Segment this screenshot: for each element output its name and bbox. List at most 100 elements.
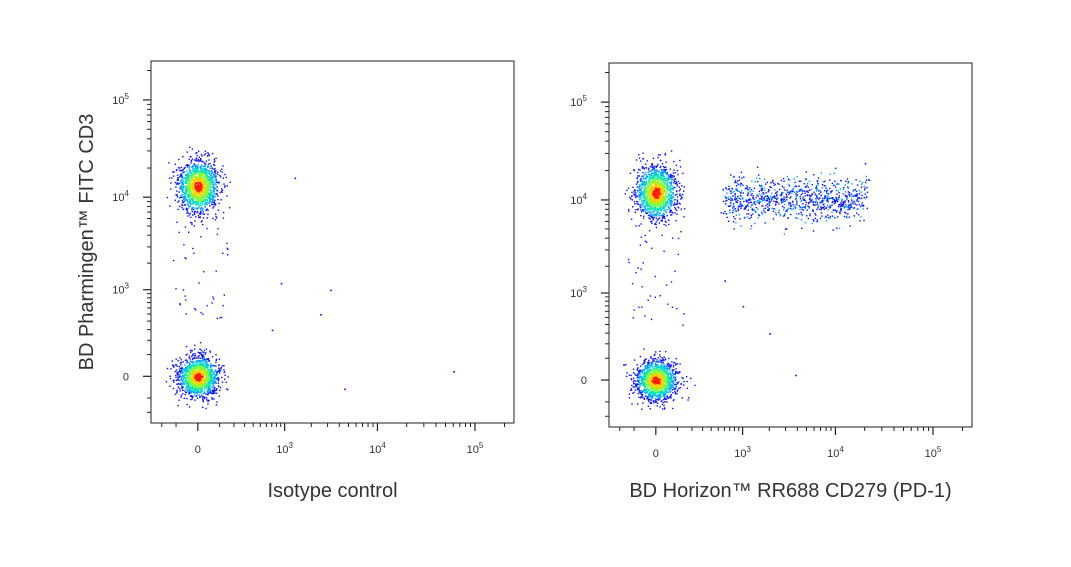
event-dot (207, 213, 209, 216)
event-dot (804, 192, 806, 194)
event-dot (184, 381, 186, 383)
event-dot (200, 182, 203, 185)
event-dot (834, 186, 837, 188)
event-dot (737, 205, 740, 207)
event-dot (654, 177, 657, 180)
event-dot (661, 181, 663, 183)
event-dot (205, 352, 207, 354)
event-dot (784, 200, 786, 202)
event-dot (174, 364, 177, 366)
event-dot (186, 175, 188, 177)
event-dot (643, 190, 645, 192)
event-dot (652, 203, 655, 205)
event-dot (656, 196, 658, 199)
event-dot (184, 192, 186, 194)
event-dot (660, 185, 662, 187)
event-dot (216, 373, 218, 376)
event-dot (208, 187, 210, 190)
event-dot (651, 194, 654, 197)
event-dot (763, 178, 766, 181)
event-dot (664, 194, 667, 196)
event-dot (659, 173, 661, 176)
event-dot (654, 202, 657, 204)
event-dot (185, 359, 188, 361)
event-dot (188, 357, 190, 359)
event-dot (801, 206, 804, 208)
event-dot (840, 202, 842, 204)
event-dot (208, 391, 210, 393)
event-dot (201, 220, 203, 222)
event-dot (212, 196, 215, 198)
event-dot (651, 181, 653, 183)
event-dot (665, 177, 667, 179)
event-dot (665, 210, 667, 213)
event-dot (644, 207, 646, 209)
event-dot (203, 349, 206, 352)
event-dot (743, 200, 745, 203)
event-dot (805, 204, 807, 206)
event-dot (831, 201, 833, 203)
event-dot (640, 198, 642, 200)
event-dot (631, 199, 633, 201)
event-dot (189, 170, 192, 172)
event-dot (639, 179, 642, 181)
event-dot (198, 205, 201, 207)
event-dot (643, 195, 646, 198)
event-dot (856, 212, 858, 214)
event-dot (739, 203, 742, 205)
event-dot (178, 369, 181, 371)
event-dot (191, 387, 194, 390)
event-dot (778, 183, 780, 185)
event-dot (863, 196, 865, 199)
event-dot (178, 167, 180, 169)
event-dot (674, 187, 676, 189)
event-dot (649, 192, 651, 194)
event-dot (213, 191, 215, 193)
event-dot (820, 194, 822, 197)
event-dot (656, 190, 658, 193)
event-dot (642, 176, 644, 178)
event-dot (197, 377, 199, 379)
event-dot (202, 395, 204, 398)
event-dot (649, 213, 651, 215)
event-dot (214, 392, 216, 394)
event-dot (651, 184, 653, 187)
event-dot (206, 171, 208, 173)
event-dot (766, 181, 768, 184)
event-dot (673, 204, 675, 206)
event-dot (746, 213, 748, 215)
event-dot (672, 172, 675, 174)
event-dot (201, 155, 203, 157)
event-dot (186, 382, 188, 384)
event-dot (213, 173, 216, 176)
event-dot (195, 185, 197, 187)
event-dot (202, 187, 205, 189)
event-dot (647, 171, 649, 173)
event-dot (779, 194, 781, 196)
event-dot (191, 175, 193, 177)
event-dot (853, 189, 855, 191)
event-dot (215, 371, 217, 373)
event-dot (855, 179, 857, 181)
event-dot (188, 390, 191, 392)
event-dot (201, 375, 204, 377)
event-dot (645, 198, 647, 200)
event-dot (653, 191, 655, 194)
event-dot (666, 185, 668, 187)
event-dot (848, 206, 850, 208)
event-dot (215, 374, 217, 377)
event-dot (196, 374, 198, 376)
event-dot (661, 182, 663, 184)
event-dot (662, 180, 664, 182)
event-dot (657, 193, 660, 195)
event-dot (658, 213, 660, 215)
event-dot (775, 195, 778, 197)
event-dot (827, 216, 830, 219)
event-dot (166, 367, 169, 370)
event-dot (853, 215, 855, 217)
event-dot (662, 191, 664, 194)
event-dot (677, 173, 679, 176)
event-dot (213, 192, 216, 195)
event-dot (190, 389, 193, 391)
event-dot (789, 207, 792, 210)
